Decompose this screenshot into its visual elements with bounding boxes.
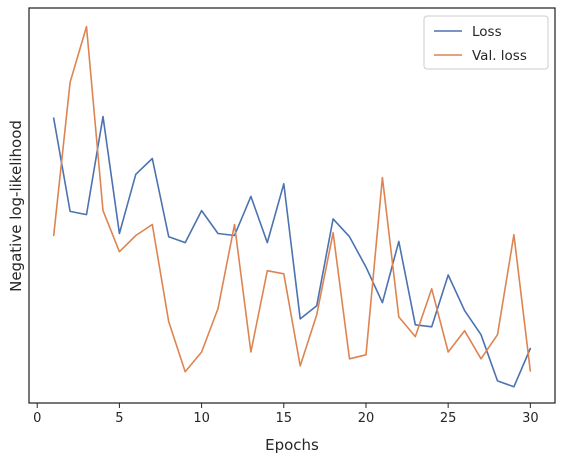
plot-frame <box>28 7 556 404</box>
x-tick-label: 0 <box>33 411 41 426</box>
x-tick-label: 10 <box>193 411 210 426</box>
y-axis-label: Negative log-likelihood <box>7 120 25 292</box>
x-tick-label: 20 <box>358 411 375 426</box>
plot-area <box>52 25 532 388</box>
x-axis: 0 5 10 15 20 25 30 <box>33 403 539 426</box>
x-tick-label: 30 <box>522 411 539 426</box>
x-tick-label: 15 <box>276 411 293 426</box>
legend: Loss Val. loss <box>423 15 549 70</box>
legend-label-1: Loss <box>472 24 502 40</box>
x-tick-label: 25 <box>440 411 457 426</box>
x-tick-label: 5 <box>115 411 123 426</box>
series-line-1 <box>52 115 532 388</box>
series-line-2 <box>52 25 532 373</box>
x-axis-label: Epochs <box>265 436 319 454</box>
legend-label-2: Val. loss <box>472 48 527 64</box>
